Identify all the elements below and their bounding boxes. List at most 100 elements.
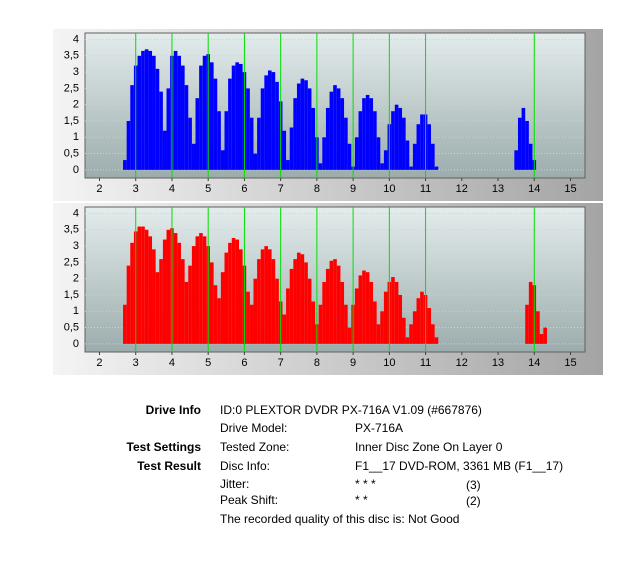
bar — [293, 98, 297, 170]
bar — [181, 65, 185, 170]
bar — [286, 160, 290, 170]
bar — [434, 337, 439, 344]
bar — [412, 143, 417, 170]
bar — [177, 55, 182, 170]
y-tick-label: 3 — [73, 66, 79, 78]
bar — [177, 242, 182, 344]
bar — [369, 281, 374, 344]
bar — [231, 237, 236, 344]
bar — [376, 324, 381, 344]
bar — [246, 88, 250, 170]
bar — [257, 117, 261, 170]
x-tick-label: 14 — [528, 183, 540, 195]
bar — [521, 107, 526, 170]
bar — [398, 294, 403, 344]
x-tick-label: 6 — [241, 357, 247, 369]
bar — [152, 249, 156, 344]
bar — [296, 252, 301, 344]
bar — [293, 259, 297, 344]
field-label: Disc Info: — [220, 459, 270, 473]
bar — [344, 117, 348, 170]
bar — [311, 301, 316, 344]
bar — [322, 281, 326, 344]
x-tick-label: 3 — [133, 183, 139, 195]
x-tick-label: 15 — [564, 183, 576, 195]
field-label: Drive Model: — [220, 421, 287, 435]
x-tick-label: 9 — [350, 357, 356, 369]
bar — [420, 114, 424, 170]
bar — [213, 78, 218, 170]
bar — [358, 111, 363, 170]
bar — [354, 137, 359, 170]
field-label: Tested Zone: — [220, 440, 289, 454]
bar — [539, 334, 544, 344]
bar — [220, 272, 225, 344]
bar — [409, 166, 413, 170]
bar — [199, 65, 203, 170]
bar — [184, 281, 189, 344]
bar — [123, 160, 127, 170]
bar — [354, 288, 359, 344]
section-label: Drive Info — [146, 403, 201, 417]
bar — [365, 272, 370, 344]
bar — [144, 49, 149, 170]
bar — [249, 304, 254, 344]
x-tick-label: 5 — [205, 357, 211, 369]
field-label: Jitter: — [220, 477, 249, 491]
field-value: PX-716A — [355, 421, 403, 435]
y-tick-label: 0,5 — [64, 147, 79, 159]
bar — [380, 311, 384, 344]
bar — [373, 301, 377, 344]
bar — [235, 62, 239, 170]
bar — [318, 304, 323, 344]
bar — [231, 65, 236, 170]
bar — [238, 63, 243, 170]
bar — [333, 85, 337, 170]
bar — [300, 78, 305, 170]
bar — [336, 88, 341, 170]
y-tick-label: 3,5 — [64, 50, 79, 62]
x-tick-label: 10 — [383, 183, 395, 195]
bar — [155, 272, 160, 344]
x-tick-label: 12 — [456, 183, 468, 195]
bar — [210, 262, 214, 344]
bar — [383, 291, 388, 344]
bar — [195, 98, 200, 170]
bar — [217, 298, 221, 344]
bar — [358, 275, 363, 344]
x-tick-label: 2 — [96, 357, 102, 369]
y-tick-label: 1 — [73, 131, 79, 143]
bar — [304, 80, 308, 170]
section-label: Test Result — [137, 459, 201, 473]
bar — [267, 249, 272, 344]
y-tick-label: 2 — [73, 99, 79, 111]
bar — [528, 143, 533, 170]
bar — [238, 249, 243, 344]
bar — [340, 281, 345, 344]
bar — [264, 75, 268, 170]
bar — [336, 265, 341, 344]
bar — [405, 337, 410, 344]
bar — [137, 226, 142, 344]
bar — [528, 281, 533, 344]
x-tick-label: 3 — [133, 357, 139, 369]
field-value: * * — [355, 493, 368, 507]
bar — [141, 226, 145, 344]
field-value: * * * — [355, 477, 376, 491]
y-tick-label: 2 — [73, 273, 79, 285]
info-panel: Drive Info ID:0 PLEXTOR DVDR PX-716A V1.… — [127, 403, 564, 526]
bar — [536, 311, 540, 344]
y-tick-label: 4 — [73, 33, 79, 45]
bar — [380, 163, 384, 170]
bar — [191, 143, 196, 170]
y-tick-label: 3,5 — [64, 224, 79, 236]
field-label: Peak Shift: — [220, 493, 278, 507]
bar — [514, 150, 518, 170]
x-tick-label: 15 — [564, 357, 576, 369]
bar — [307, 278, 312, 344]
bar — [126, 265, 131, 344]
x-tick-label: 11 — [420, 183, 431, 195]
bar — [325, 268, 330, 344]
x-tick-label: 7 — [278, 183, 284, 195]
